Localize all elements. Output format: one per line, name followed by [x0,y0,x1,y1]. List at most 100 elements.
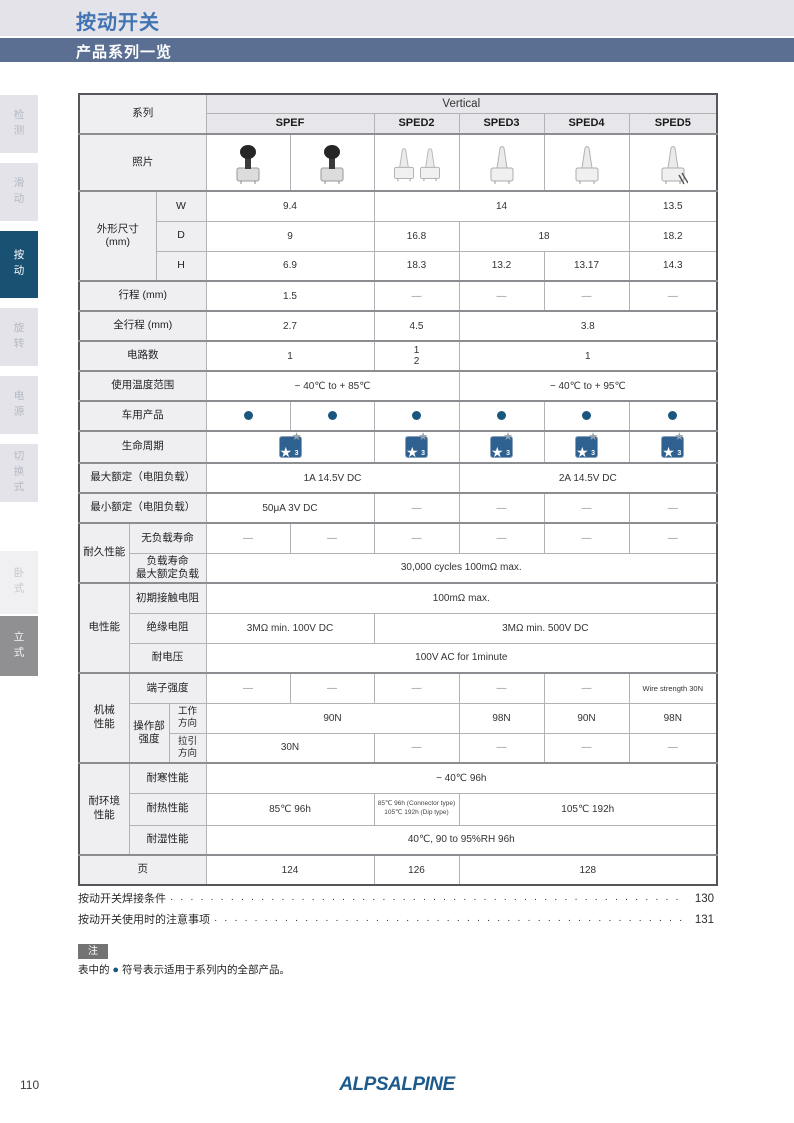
orientation-header: Vertical [205,93,718,114]
spec-value-na: — [205,672,291,704]
row-label: 全行程 (mm) [78,310,207,342]
spec-value: 1A 14.5V DC [205,462,460,494]
filled-dot-icon: ● [112,964,120,976]
spec-value-na: — [373,522,460,554]
spec-table: 系列 Vertical SPEF SPED2 SPED3 SPED4 SPED5 照片 外形尺寸… [78,93,719,886]
row-label: 使用温度范围 [78,370,207,402]
spec-value-na: — [628,732,718,764]
spec-value-na: — [373,672,460,704]
row-label: 页 [78,854,207,886]
life-cycle-icon: ★ ★ 3 [405,433,428,460]
product-photo [661,145,689,184]
row-label: 耐热性能 [128,792,207,826]
dimension-label: D [155,220,207,252]
reference-link-2[interactable]: 按动开关使用时的注意事项 · · · · · · · · · · · · · · … [78,911,714,927]
spec-value: − 40℃ to + 95℃ [458,370,718,402]
reference-link-1[interactable]: 按动开关焊接条件 · · · · · · · · · · · · · · · · … [78,890,714,906]
reference-link-page: 131 [694,914,714,926]
reference-links: 按动开关焊接条件 · · · · · · · · · · · · · · · · … [78,890,714,932]
product-photo [320,144,344,184]
car-product-cell [458,400,545,432]
spec-value: 4.5 [373,310,460,342]
life-number: 3 [421,450,425,457]
spec-value: 1 2 [373,340,460,372]
spec-value-na: — [628,492,718,524]
row-label: 绝缘电阻 [128,612,207,644]
spec-value: 30,000 cycles 100mΩ max. [205,552,718,584]
sidebar-tab-2[interactable]: 滑动 [0,163,38,221]
life-cycle-icon: ★ ★ 3 [661,433,685,459]
spec-value: 9.4 [205,190,375,222]
group-label: 耐环境 性能 [78,762,130,856]
sidebar-tab-7[interactable]: 卧式 [0,551,38,614]
spec-value: 30N [205,732,375,764]
spec-value: 128 [458,854,718,886]
spec-value: 6.9 [205,250,375,282]
spec-value-na: — [458,522,545,554]
product-photo-cell [289,133,375,192]
sidebar-tab-3[interactable]: 按动 [0,231,38,298]
car-product-dot-icon [412,411,421,421]
spec-value: 90N [205,702,460,734]
dimension-label: W [155,190,207,222]
spec-value: 13.17 [543,250,630,282]
spec-value-na: — [543,280,630,312]
series-column-header: SPED4 [543,112,630,135]
section-title: 产品系列一览 [76,44,173,61]
note-suffix: 符号表示适用于系列内的全部产品。 [119,964,290,976]
spec-value: 18.2 [628,220,718,252]
note-text: 表中的 ● 符号表示适用于系列内的全部产品。 [78,962,290,977]
spec-value: 40℃, 90 to 95%RH 96h [205,824,718,856]
alps-alpine-logo: ALPSALPINE [339,1074,455,1095]
sidebar-tab-5[interactable]: 电源 [0,376,38,434]
life-cycle-cell: ★ ★ 3 [373,430,460,464]
dot-leader: · · · · · · · · · · · · · · · · · · · · … [170,894,684,905]
spec-value: 2A 14.5V DC [458,462,718,494]
row-label: 系列 [78,93,207,135]
life-number: 3 [591,450,595,457]
life-star-back: ★ [503,431,513,443]
spec-value: 124 [205,854,375,886]
product-photo [490,145,513,184]
spec-value-na: — [628,280,718,312]
spec-value: 1.5 [205,280,375,312]
sidebar-tab-4[interactable]: 旋转 [0,308,38,366]
sidebar-tab-8[interactable]: 立式 [0,616,38,676]
row-label: 车用产品 [78,400,207,432]
spec-value: 3MΩ min. 100V DC [205,612,375,644]
life-cycle-cell: ★ ★ 3 [543,430,630,464]
series-column-header: SPEF [205,112,375,135]
note-prefix: 表中的 [78,964,113,976]
group-label: 耐久性能 [78,522,130,584]
row-label: 照片 [78,133,207,192]
life-cycle-icon: ★ ★ 3 [278,433,302,459]
row-label: 操作部 强度 [128,702,170,764]
car-product-dot-icon [668,411,678,421]
car-product-dot-icon [582,411,591,421]
life-number: 3 [506,450,510,457]
life-star-front: ★ [406,444,419,460]
note-badge: 注 [78,944,108,959]
car-product-dot-icon [243,411,253,421]
sidebar-tab-6[interactable]: 切换式 [0,444,38,502]
row-label: 无负载寿命 [128,522,207,554]
spec-value-na: — [628,522,718,554]
car-product-cell [205,400,291,432]
spec-value: 50μA 3V DC [205,492,375,524]
product-photo [575,145,598,184]
life-cycle-cell: ★ ★ 3 [628,430,718,464]
spec-value-na: — [543,492,630,524]
spec-value: 13.5 [628,190,718,222]
group-label: 机械 性能 [78,672,130,764]
direction-label: 工作 方向 [168,702,207,734]
series-column-header: SPED5 [628,112,718,135]
car-product-cell [289,400,375,432]
spec-value-na: — [373,280,460,312]
product-photo-cell [373,133,460,192]
life-number: 3 [677,450,682,457]
section-title-bar: 产品系列一览 [0,38,794,62]
spec-value-na: — [289,522,375,554]
sidebar-tab-1[interactable]: 检测 [0,95,38,153]
life-cycle-icon: ★ ★ 3 [490,433,513,459]
life-cycle-cell: ★ ★ 3 [205,430,375,464]
